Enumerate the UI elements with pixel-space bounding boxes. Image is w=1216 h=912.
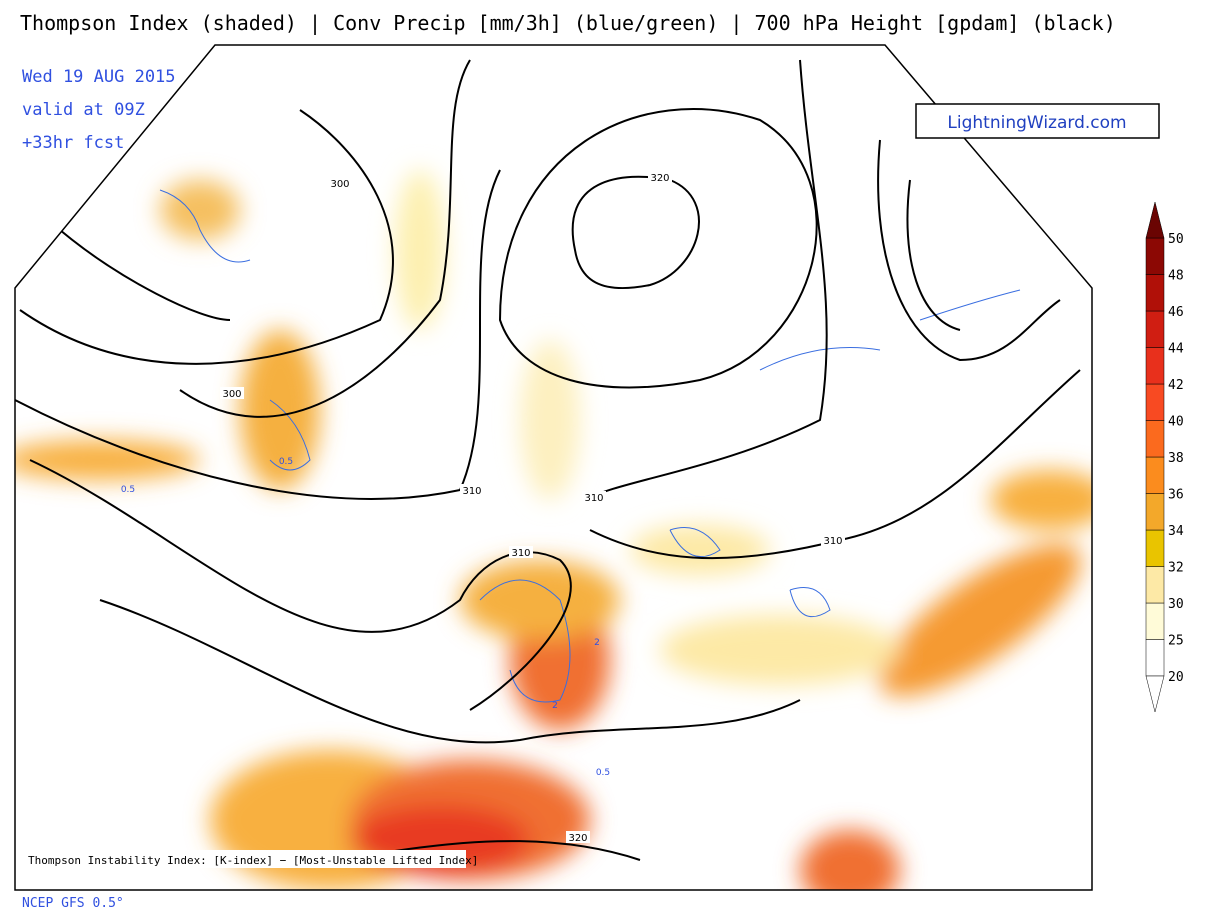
colorbar-swatch (1145, 383, 1165, 421)
map-frame (14, 44, 1093, 891)
labels: 300 300 320 310 310 310 310 320 0.5 0.5 2 2 0.5 (121, 171, 845, 844)
colorbar-swatch (1145, 237, 1165, 275)
colorbar-label: 20 (1168, 670, 1184, 685)
precip-label: 0.5 (279, 457, 293, 467)
precip-contours (159, 189, 1021, 703)
date: Wed 19 AUG 2015 (22, 67, 176, 87)
colorbar-label: 40 (1168, 415, 1184, 430)
contour-label: 310 (511, 548, 530, 559)
title: Thompson Index (shaded) | Conv Precip [m… (20, 11, 1116, 35)
contour-label-bg (821, 534, 845, 546)
contour-label: 310 (584, 493, 603, 504)
map-note: Thompson Instability Index: [K-index] − … (28, 854, 478, 867)
forecast-hour: +33hr fcst (22, 133, 124, 153)
valid-time: valid at 09Z (22, 100, 145, 120)
footer: NCEP GFS 0.5° (22, 896, 124, 911)
colorbar: 20 25 30 32 34 36 38 40 42 44 46 48 50 (1145, 201, 1184, 713)
contour-label: 320 (650, 173, 669, 184)
colorbar-top (1145, 201, 1165, 239)
colorbar-swatch (1145, 456, 1165, 494)
colorbar-swatch (1145, 566, 1165, 604)
contour-label: 310 (823, 536, 842, 547)
contour-label-bg (509, 546, 533, 558)
contour-label-bg (582, 491, 606, 503)
colorbar-label: 36 (1168, 488, 1184, 503)
colorbar-label: 25 (1168, 634, 1184, 649)
colorbar-label: 50 (1168, 232, 1184, 247)
contour-label-bg (566, 831, 590, 843)
colorbar-label: 42 (1168, 378, 1184, 393)
map-area (15, 59, 1092, 890)
contour-label: 300 (222, 389, 241, 400)
colorbar-swatch (1145, 639, 1165, 677)
logo: LightningWizard.com (947, 113, 1126, 133)
colorbar-label: 38 (1168, 451, 1184, 466)
precip-label: 2 (552, 701, 558, 711)
colorbar-label: 48 (1168, 269, 1184, 284)
precip-label: 0.5 (596, 768, 610, 778)
colorbar-swatch (1145, 274, 1165, 312)
colorbar-swatch (1145, 602, 1165, 640)
contour-label-bg (328, 177, 352, 189)
note-bg (26, 850, 466, 868)
colorbar-swatch (1145, 529, 1165, 567)
colorbar-label: 32 (1168, 561, 1184, 576)
colorbar-label: 34 (1168, 524, 1184, 539)
colorbar-swatch (1145, 493, 1165, 531)
colorbar-label: 30 (1168, 597, 1184, 612)
contour-label: 300 (330, 179, 349, 190)
colorbar-label: 46 (1168, 305, 1184, 320)
colorbar-swatch (1145, 420, 1165, 458)
precip-label: 2 (594, 638, 600, 648)
colorbar-swatch (1145, 310, 1165, 348)
contour-label-bg (220, 387, 244, 399)
contour-label: 320 (568, 833, 587, 844)
contour-label: 310 (462, 486, 481, 497)
colorbar-swatch (1145, 347, 1165, 385)
logo-box (915, 103, 1160, 139)
height-contours (15, 59, 1081, 861)
contour-label-bg (460, 484, 484, 496)
colorbar-label: 44 (1168, 342, 1184, 357)
colorbar-bottom (1145, 675, 1165, 713)
precip-label: 0.5 (121, 485, 135, 495)
contour-label-bg (648, 171, 672, 183)
